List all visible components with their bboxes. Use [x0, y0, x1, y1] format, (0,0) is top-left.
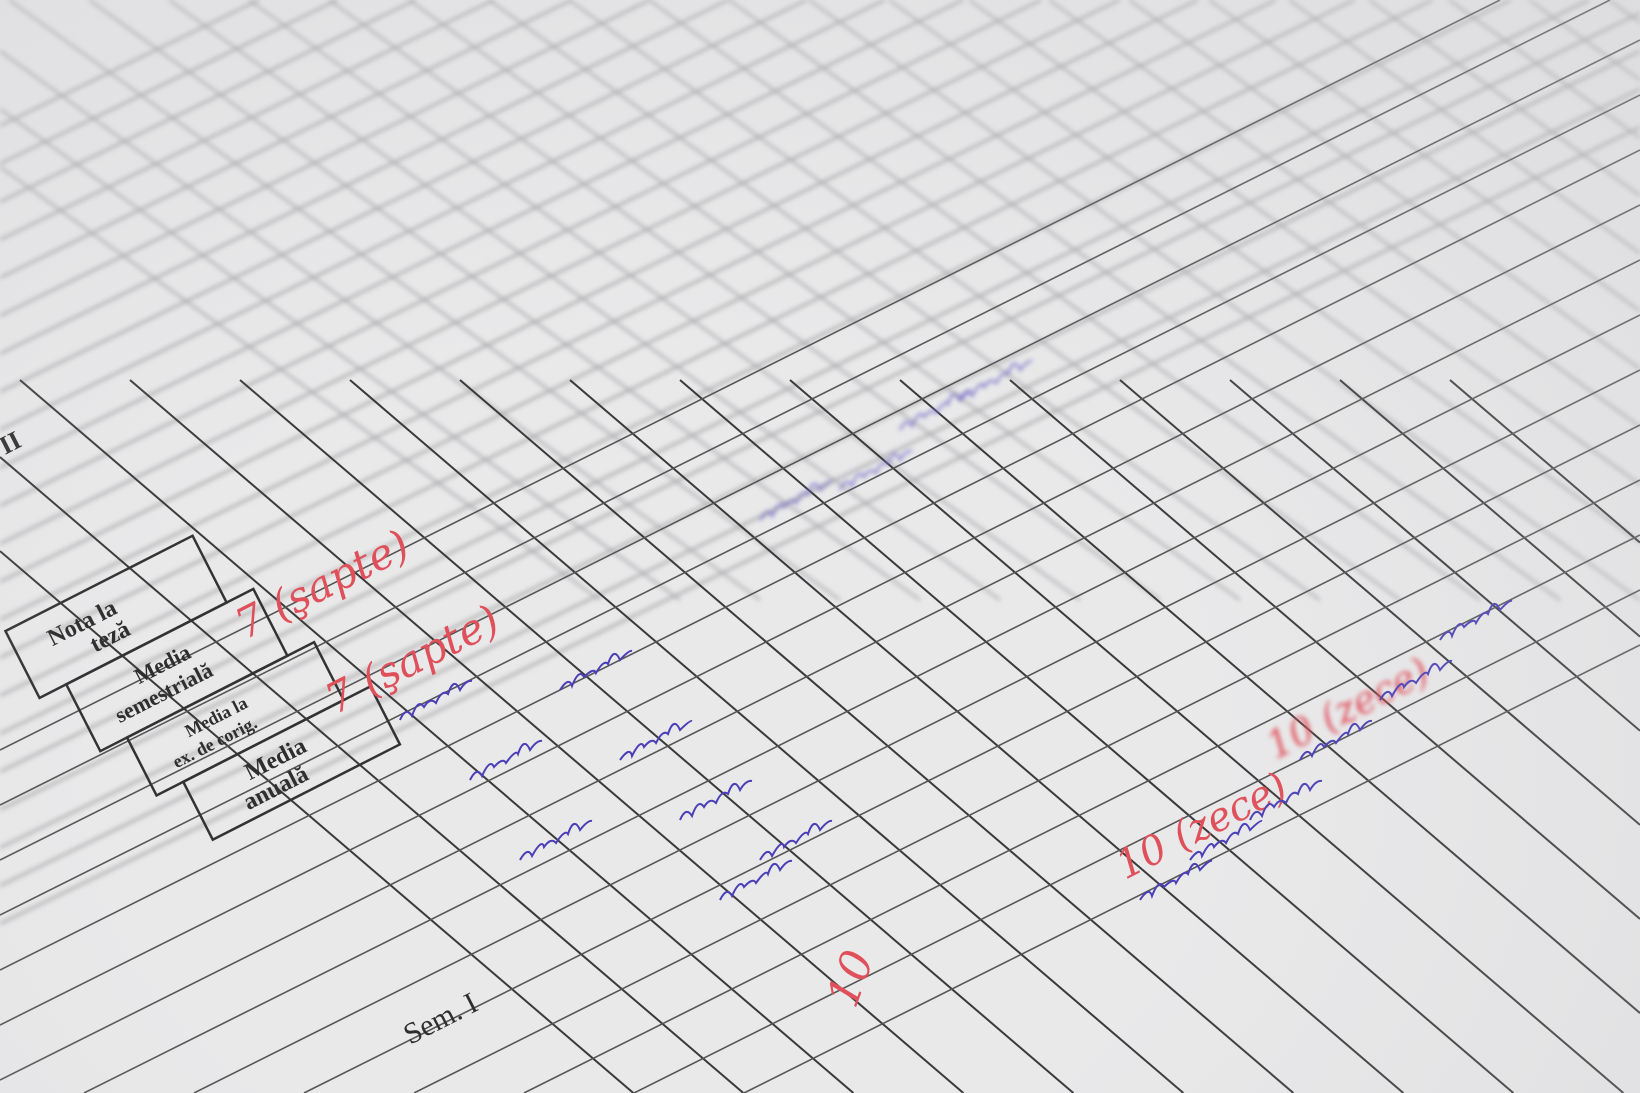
blue-handwriting-scribble [759, 479, 833, 521]
grid-line [648, 0, 1481, 601]
grid-line [0, 0, 964, 469]
grid-line [0, 0, 1512, 735]
grid-line [523, 534, 1640, 1093]
grid-line [899, 379, 1640, 1014]
grid-line [0, 0, 1199, 583]
grid-line [633, 589, 1640, 1093]
blue-handwriting-scribble [839, 449, 913, 491]
grid-line [0, 0, 260, 127]
grid-line [728, 0, 1561, 601]
grid-line [8, 0, 841, 601]
grid-line [0, 94, 1640, 916]
grid-line [1448, 0, 1640, 139]
blue-handwriting-scribble [1379, 659, 1453, 701]
grid-line [19, 379, 855, 1093]
grid-line [129, 379, 965, 1093]
semester-label: Sem. I [398, 986, 483, 1051]
blue-handwriting-scribble [759, 819, 833, 861]
grid-line [0, 456, 745, 1093]
grid-line [968, 0, 1640, 486]
grid-line [0, 108, 681, 601]
grid-line [0, 88, 1640, 887]
grid-line [1229, 379, 1640, 732]
blue-handwriting-scribble [519, 819, 593, 861]
grid-line [0, 126, 1640, 925]
grid-line [303, 424, 1640, 1093]
grid-line [1528, 0, 1640, 81]
grid-line [1608, 0, 1640, 24]
grid-line [1288, 0, 1640, 255]
roman-numeral-label: II [0, 425, 26, 460]
grid-line [0, 0, 1120, 545]
grid-line [569, 379, 1405, 1093]
grid-line [1048, 0, 1640, 428]
grid-line [0, 0, 1501, 751]
annual-grade-ten: 10 [817, 944, 884, 1014]
blue-handwriting-scribble [679, 779, 753, 821]
grid-line [0, 149, 1640, 971]
grid-line [1009, 379, 1640, 920]
grid-line [0, 165, 601, 601]
grid-line [1208, 0, 1640, 312]
grid-line [0, 259, 1640, 1081]
grid-line [808, 0, 1640, 601]
grid-line [88, 0, 921, 601]
grade-ten-words-2: 10 (zece) [1259, 649, 1436, 768]
grid-line [0, 0, 1611, 806]
blue-handwriting-scribble [399, 679, 473, 721]
register-grid-background [0, 0, 1640, 925]
grid-line [413, 479, 1640, 1093]
grid-line [679, 379, 1515, 1093]
grid-line [408, 0, 1241, 601]
grid-line [248, 0, 1081, 601]
grade-ten-words-1: 10 (zece) [1109, 764, 1295, 889]
grid-line [0, 50, 761, 601]
grid-line [0, 0, 1355, 659]
blue-handwriting-scribble [1189, 819, 1263, 861]
grid-line [1119, 379, 1640, 826]
grid-line [0, 39, 1640, 861]
handwritten-grades-blue [399, 359, 1513, 901]
grid-line [0, 0, 1277, 621]
blue-handwriting-scribble [469, 739, 543, 781]
grid-line [1128, 0, 1640, 370]
blue-handwriting-scribble [959, 359, 1033, 401]
grid-line [459, 379, 1295, 1093]
grid-line [1339, 379, 1640, 638]
grid-line [789, 379, 1625, 1093]
blue-handwriting-scribble [1439, 599, 1513, 641]
grid-line [239, 379, 1075, 1093]
grid-line [328, 0, 1161, 601]
grid-line [0, 0, 729, 355]
grid-line [0, 0, 807, 393]
blue-handwriting-scribble [619, 719, 693, 761]
grid-line [0, 0, 573, 279]
grid-line [743, 644, 1640, 1093]
grid-line [0, 0, 338, 165]
grid-line [0, 0, 494, 241]
grid-line [0, 0, 1590, 773]
grid-line [0, 0, 651, 317]
blue-handwriting-scribble [719, 859, 793, 901]
grid-line [488, 0, 1321, 601]
blue-handwriting-scribble [559, 649, 633, 691]
grid-line [0, 0, 416, 203]
grid-line [83, 314, 1640, 1093]
grid-line [888, 0, 1640, 544]
blue-handwriting-scribble [1249, 779, 1323, 821]
blue-handwriting-scribble [1299, 719, 1373, 761]
blue-handwriting-scribble [1139, 859, 1213, 901]
grid-line [1368, 0, 1640, 197]
grid-line [193, 369, 1640, 1093]
grid-line [1449, 379, 1640, 544]
grid-line [0, 0, 886, 431]
grid-line [0, 204, 1640, 1026]
grid-line [0, 0, 1433, 697]
grid-line [349, 379, 1185, 1093]
grid-line [0, 550, 635, 1093]
grid-line [168, 0, 1001, 601]
